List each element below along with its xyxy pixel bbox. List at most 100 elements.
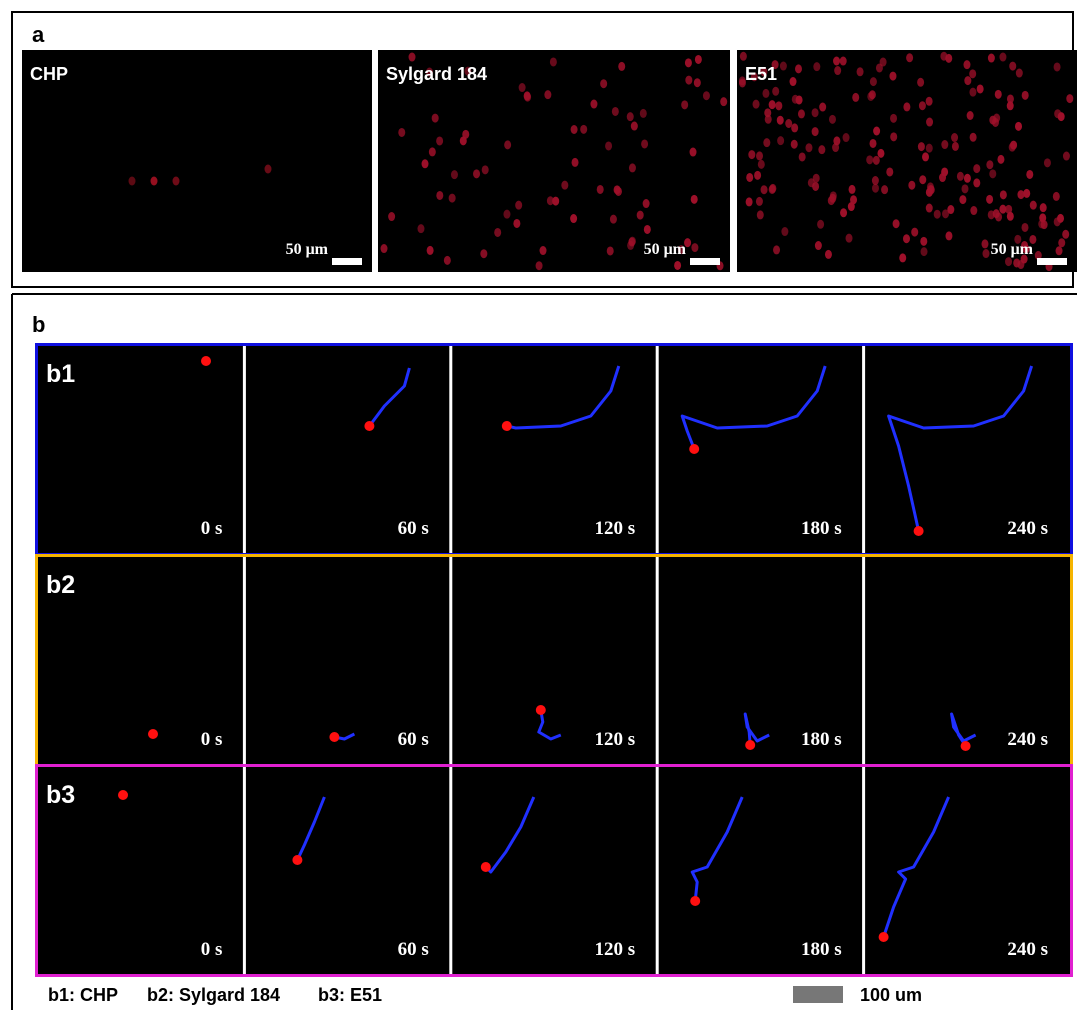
cell	[919, 175, 927, 185]
cell	[925, 203, 933, 213]
trajectory	[743, 712, 770, 746]
cell	[1043, 158, 1051, 168]
cell	[1015, 121, 1023, 131]
cell	[994, 89, 1002, 99]
panel-a-label: a	[32, 22, 45, 47]
cell	[768, 100, 776, 110]
cell-position	[689, 444, 700, 454]
cell	[150, 176, 158, 186]
cell	[1057, 213, 1065, 223]
cell	[639, 108, 647, 118]
cell	[754, 170, 762, 180]
cell	[436, 136, 444, 146]
cell	[873, 126, 881, 136]
cell	[738, 76, 746, 86]
cell	[1013, 258, 1021, 268]
cell	[1021, 222, 1029, 232]
cell	[380, 244, 388, 254]
cell	[544, 90, 552, 100]
cell	[981, 239, 989, 249]
time-label: 0 s	[201, 729, 223, 750]
cell	[811, 108, 819, 118]
cell	[552, 196, 560, 206]
cell	[813, 62, 821, 72]
cell	[828, 114, 836, 124]
cell-position	[364, 421, 375, 431]
trajectory	[368, 367, 411, 427]
cell	[970, 206, 978, 216]
time-label: 240 s	[1007, 939, 1048, 960]
cell	[811, 127, 819, 137]
cell	[845, 233, 853, 243]
cell	[940, 51, 948, 61]
cell	[755, 196, 763, 206]
cell	[833, 56, 841, 66]
cell	[128, 176, 136, 186]
scale-label: 100 um	[860, 985, 922, 1005]
cell	[1005, 257, 1013, 267]
micrograph	[22, 50, 372, 272]
cell	[771, 60, 779, 70]
cell	[986, 194, 994, 204]
cell	[911, 227, 919, 237]
cell	[431, 113, 439, 123]
cell-position	[480, 862, 491, 872]
cell	[750, 72, 758, 82]
cell	[945, 231, 953, 241]
cell-position	[329, 732, 340, 742]
cell	[963, 173, 971, 183]
cell	[1029, 234, 1037, 244]
cell	[481, 165, 489, 175]
cell	[839, 56, 847, 66]
cell	[969, 132, 977, 142]
trajectory	[296, 796, 326, 861]
cell	[398, 127, 406, 137]
cell	[871, 176, 879, 186]
time-label: 180 s	[801, 518, 842, 539]
cell	[973, 164, 981, 174]
cell	[776, 115, 784, 125]
cell	[890, 113, 898, 123]
scale-label: 50 μm	[991, 241, 1034, 258]
cell	[956, 171, 964, 181]
cell	[549, 57, 557, 67]
cell	[503, 209, 511, 219]
cell	[1006, 94, 1014, 104]
trajectory	[887, 365, 1034, 532]
cell	[925, 143, 933, 153]
image-title: E51	[745, 64, 777, 84]
cell	[421, 159, 429, 169]
cell	[504, 140, 512, 150]
cell	[614, 186, 622, 196]
cell	[781, 227, 789, 237]
time-label: 180 s	[801, 939, 842, 960]
cell	[832, 143, 840, 153]
cell	[869, 77, 877, 87]
time-label: 120 s	[595, 939, 636, 960]
cell	[1029, 200, 1037, 210]
cell	[1058, 238, 1066, 248]
trajectory	[537, 709, 562, 741]
cell	[856, 67, 864, 77]
cell	[768, 184, 776, 194]
cell-position	[292, 855, 303, 865]
row-label: b3	[46, 781, 75, 809]
cell	[685, 75, 693, 85]
cell	[927, 184, 935, 194]
cell	[627, 240, 635, 250]
cell	[450, 170, 458, 180]
cell	[834, 66, 842, 76]
cell-position	[745, 740, 756, 750]
cell	[459, 136, 467, 146]
cell	[922, 152, 930, 162]
cell	[443, 255, 451, 265]
cell	[539, 246, 547, 256]
cell	[814, 241, 822, 251]
cell	[764, 108, 772, 118]
cell	[605, 141, 613, 151]
time-label: 60 s	[398, 939, 429, 960]
cell	[941, 140, 949, 150]
cell	[694, 54, 702, 64]
legend-entry: b3: E51	[318, 985, 382, 1005]
cell	[789, 77, 797, 87]
